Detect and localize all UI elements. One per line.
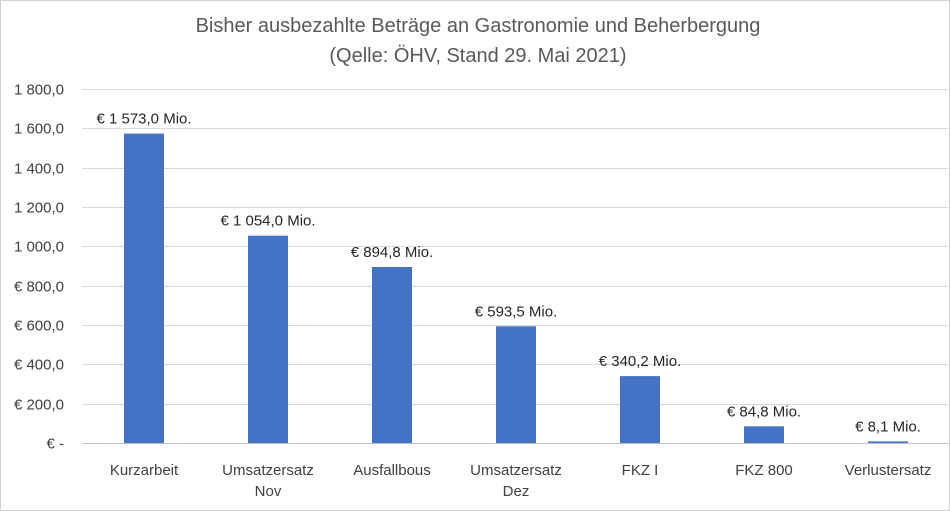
bar: [372, 267, 412, 443]
data-label: € 1 573,0 Mio.: [96, 111, 191, 128]
category-label: Kurzarbeit: [110, 462, 179, 479]
y-tick-label: € 600,0: [14, 318, 64, 335]
category-label: Umsatzersatz: [470, 462, 562, 479]
bar: [744, 426, 784, 443]
data-label: € 8,1 Mio.: [855, 418, 921, 435]
category-label: FKZ I: [622, 462, 659, 479]
bar: [124, 133, 164, 443]
category-label: Nov: [255, 483, 282, 500]
category-label: FKZ 800: [735, 462, 793, 479]
y-tick-label: € 200,0: [14, 397, 64, 414]
bars: [124, 133, 908, 443]
y-tick-label: € 800,0: [14, 279, 64, 296]
y-tick-label: 1 200,0: [14, 200, 64, 217]
y-tick-label: € -: [46, 436, 64, 453]
bar: [868, 441, 908, 443]
bar: [620, 376, 660, 443]
category-label: Ausfallbous: [353, 462, 431, 479]
category-label: Dez: [503, 483, 530, 500]
data-label: € 84,8 Mio.: [727, 403, 801, 420]
y-tick-label: 1 600,0: [14, 121, 64, 138]
data-label: € 340,2 Mio.: [599, 353, 682, 370]
category-label: Verlustersatz: [845, 462, 932, 479]
y-tick-label: 1 400,0: [14, 161, 64, 178]
y-axis-ticks: 1 800,0 1 600,0 1 400,0 1 200,0 1 000,0 € 800…: [14, 82, 64, 453]
bar: [248, 235, 288, 443]
data-label: € 894,8 Mio.: [351, 244, 434, 261]
y-tick-label: € 400,0: [14, 357, 64, 374]
category-label: Umsatzersatz: [222, 462, 314, 479]
y-tick-label: 1 800,0: [14, 82, 64, 99]
data-label: € 593,5 Mio.: [475, 303, 558, 320]
chart-subtitle: (Qelle: ÖHV, Stand 29. Mai 2021): [329, 45, 626, 67]
chart-title: Bisher ausbezahlte Beträge an Gastronomi…: [196, 15, 761, 37]
data-labels: € 1 573,0 Mio. € 1 054,0 Mio. € 894,8 Mio.…: [96, 111, 920, 436]
bar: [496, 326, 536, 443]
data-label: € 1 054,0 Mio.: [220, 213, 315, 230]
y-tick-label: 1 000,0: [14, 239, 64, 256]
x-axis-categories: Kurzarbeit Umsatzersatz Nov Ausfallbous Umsa…: [110, 462, 932, 500]
